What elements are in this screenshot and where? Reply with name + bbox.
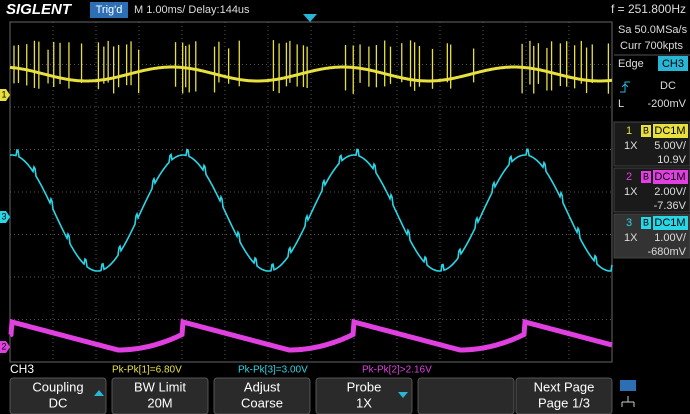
channel-marker (0, 211, 10, 223)
bw-flag: B (643, 217, 649, 227)
softkey-label: Probe (347, 379, 382, 394)
usb-icon (620, 380, 636, 391)
bw-flag-box (641, 217, 651, 229)
channel-coupling: DC1M (654, 217, 685, 229)
bw-flag: B (643, 125, 649, 135)
softkey[interactable] (9, 377, 107, 414)
coupling-box (653, 216, 688, 230)
trigger-coupling: DC (660, 80, 676, 92)
trigger-source: CH3 (662, 58, 684, 70)
measurement: Pk-Pk[3]=3.00V (238, 365, 308, 376)
softkey-label: Coupling (32, 379, 83, 394)
softkey[interactable] (515, 377, 613, 414)
ch2-trace (8, 318, 613, 353)
softkey-label: Adjust (244, 379, 281, 394)
softkey[interactable] (315, 377, 413, 414)
bw-flag: B (643, 171, 649, 181)
channel-panel[interactable] (613, 167, 690, 213)
bw-flag-box (641, 125, 651, 137)
softkey[interactable] (111, 377, 209, 414)
scale: 2.00V/ (654, 186, 687, 198)
up-arrow (94, 390, 104, 396)
waveforms (8, 40, 613, 353)
softkey-value: DC (49, 395, 68, 410)
offset: -7.36V (654, 200, 687, 212)
softkey-value: 20M (147, 395, 172, 410)
channel-marker-label: 1 (1, 89, 6, 99)
channel-coupling: DC1M (654, 171, 685, 183)
channel-marker (0, 89, 10, 101)
trigger-type: Edge (618, 58, 644, 70)
offset: 10.9V (657, 154, 686, 166)
trigger-status-box (90, 2, 128, 18)
measurement: Pk-Pk[1]=6.80V (112, 365, 182, 376)
softkey[interactable] (213, 377, 311, 414)
softkey-value: Coarse (241, 395, 283, 410)
channel-panels: 1 B DC1M 1X 5.00V/10.9V 2 B DC1M 1X 2.00V/ -7.36V 3… (613, 121, 690, 259)
scale: 5.00V/ (654, 140, 687, 152)
offset: -680mV (647, 246, 686, 258)
coupling-box (653, 124, 688, 138)
edge-icon (620, 81, 630, 93)
channel-number: 3 (626, 217, 632, 229)
sample-rate: Sa 50.0MSa/s (618, 24, 688, 36)
bw-flag-box (641, 171, 651, 183)
probe: 1X (624, 140, 638, 152)
channel-panel[interactable] (613, 213, 690, 259)
softkey-label: Next Page (534, 379, 595, 394)
trigger-source-box (658, 56, 688, 71)
scale: 1.00V/ (654, 232, 687, 244)
ch3-trace (9, 148, 613, 272)
measurement: Pk-Pk[2]>2.16V (362, 365, 432, 376)
network-icon (621, 396, 635, 407)
active-channel: CH3 (10, 362, 34, 376)
timebase: M 1.00ms/ Delay:144us (134, 4, 250, 16)
channel-number: 2 (626, 171, 632, 183)
trigger-status: Trig'd (96, 4, 123, 16)
channel-number: 1 (626, 125, 632, 137)
down-arrow (398, 392, 408, 398)
graticule-border (9, 21, 613, 363)
ch1-trace (9, 65, 613, 83)
coupling-box (653, 170, 688, 184)
logo: SIGLENT (6, 1, 73, 18)
channel-markers: 1 3 2 (0, 89, 10, 353)
channel-marker-label: 2 (1, 341, 6, 351)
graticule (10, 22, 612, 362)
softkey-value: Page 1/3 (538, 395, 590, 410)
probe: 1X (624, 232, 638, 244)
softkey-value: 1X (356, 395, 372, 410)
trigger-level: -200mV (647, 98, 686, 110)
probe: 1X (624, 186, 638, 198)
trigger-level-label: L (618, 98, 624, 110)
trigger-position-marker (303, 14, 317, 22)
memory-depth: Curr 700kpts (620, 40, 683, 52)
softkey[interactable] (417, 377, 515, 414)
channel-marker (0, 341, 10, 353)
softkey-label: BW Limit (134, 379, 186, 394)
channel-coupling: DC1M (654, 125, 685, 137)
frequency: f = 251.800Hz (611, 2, 686, 16)
channel-marker-label: 3 (1, 211, 6, 221)
